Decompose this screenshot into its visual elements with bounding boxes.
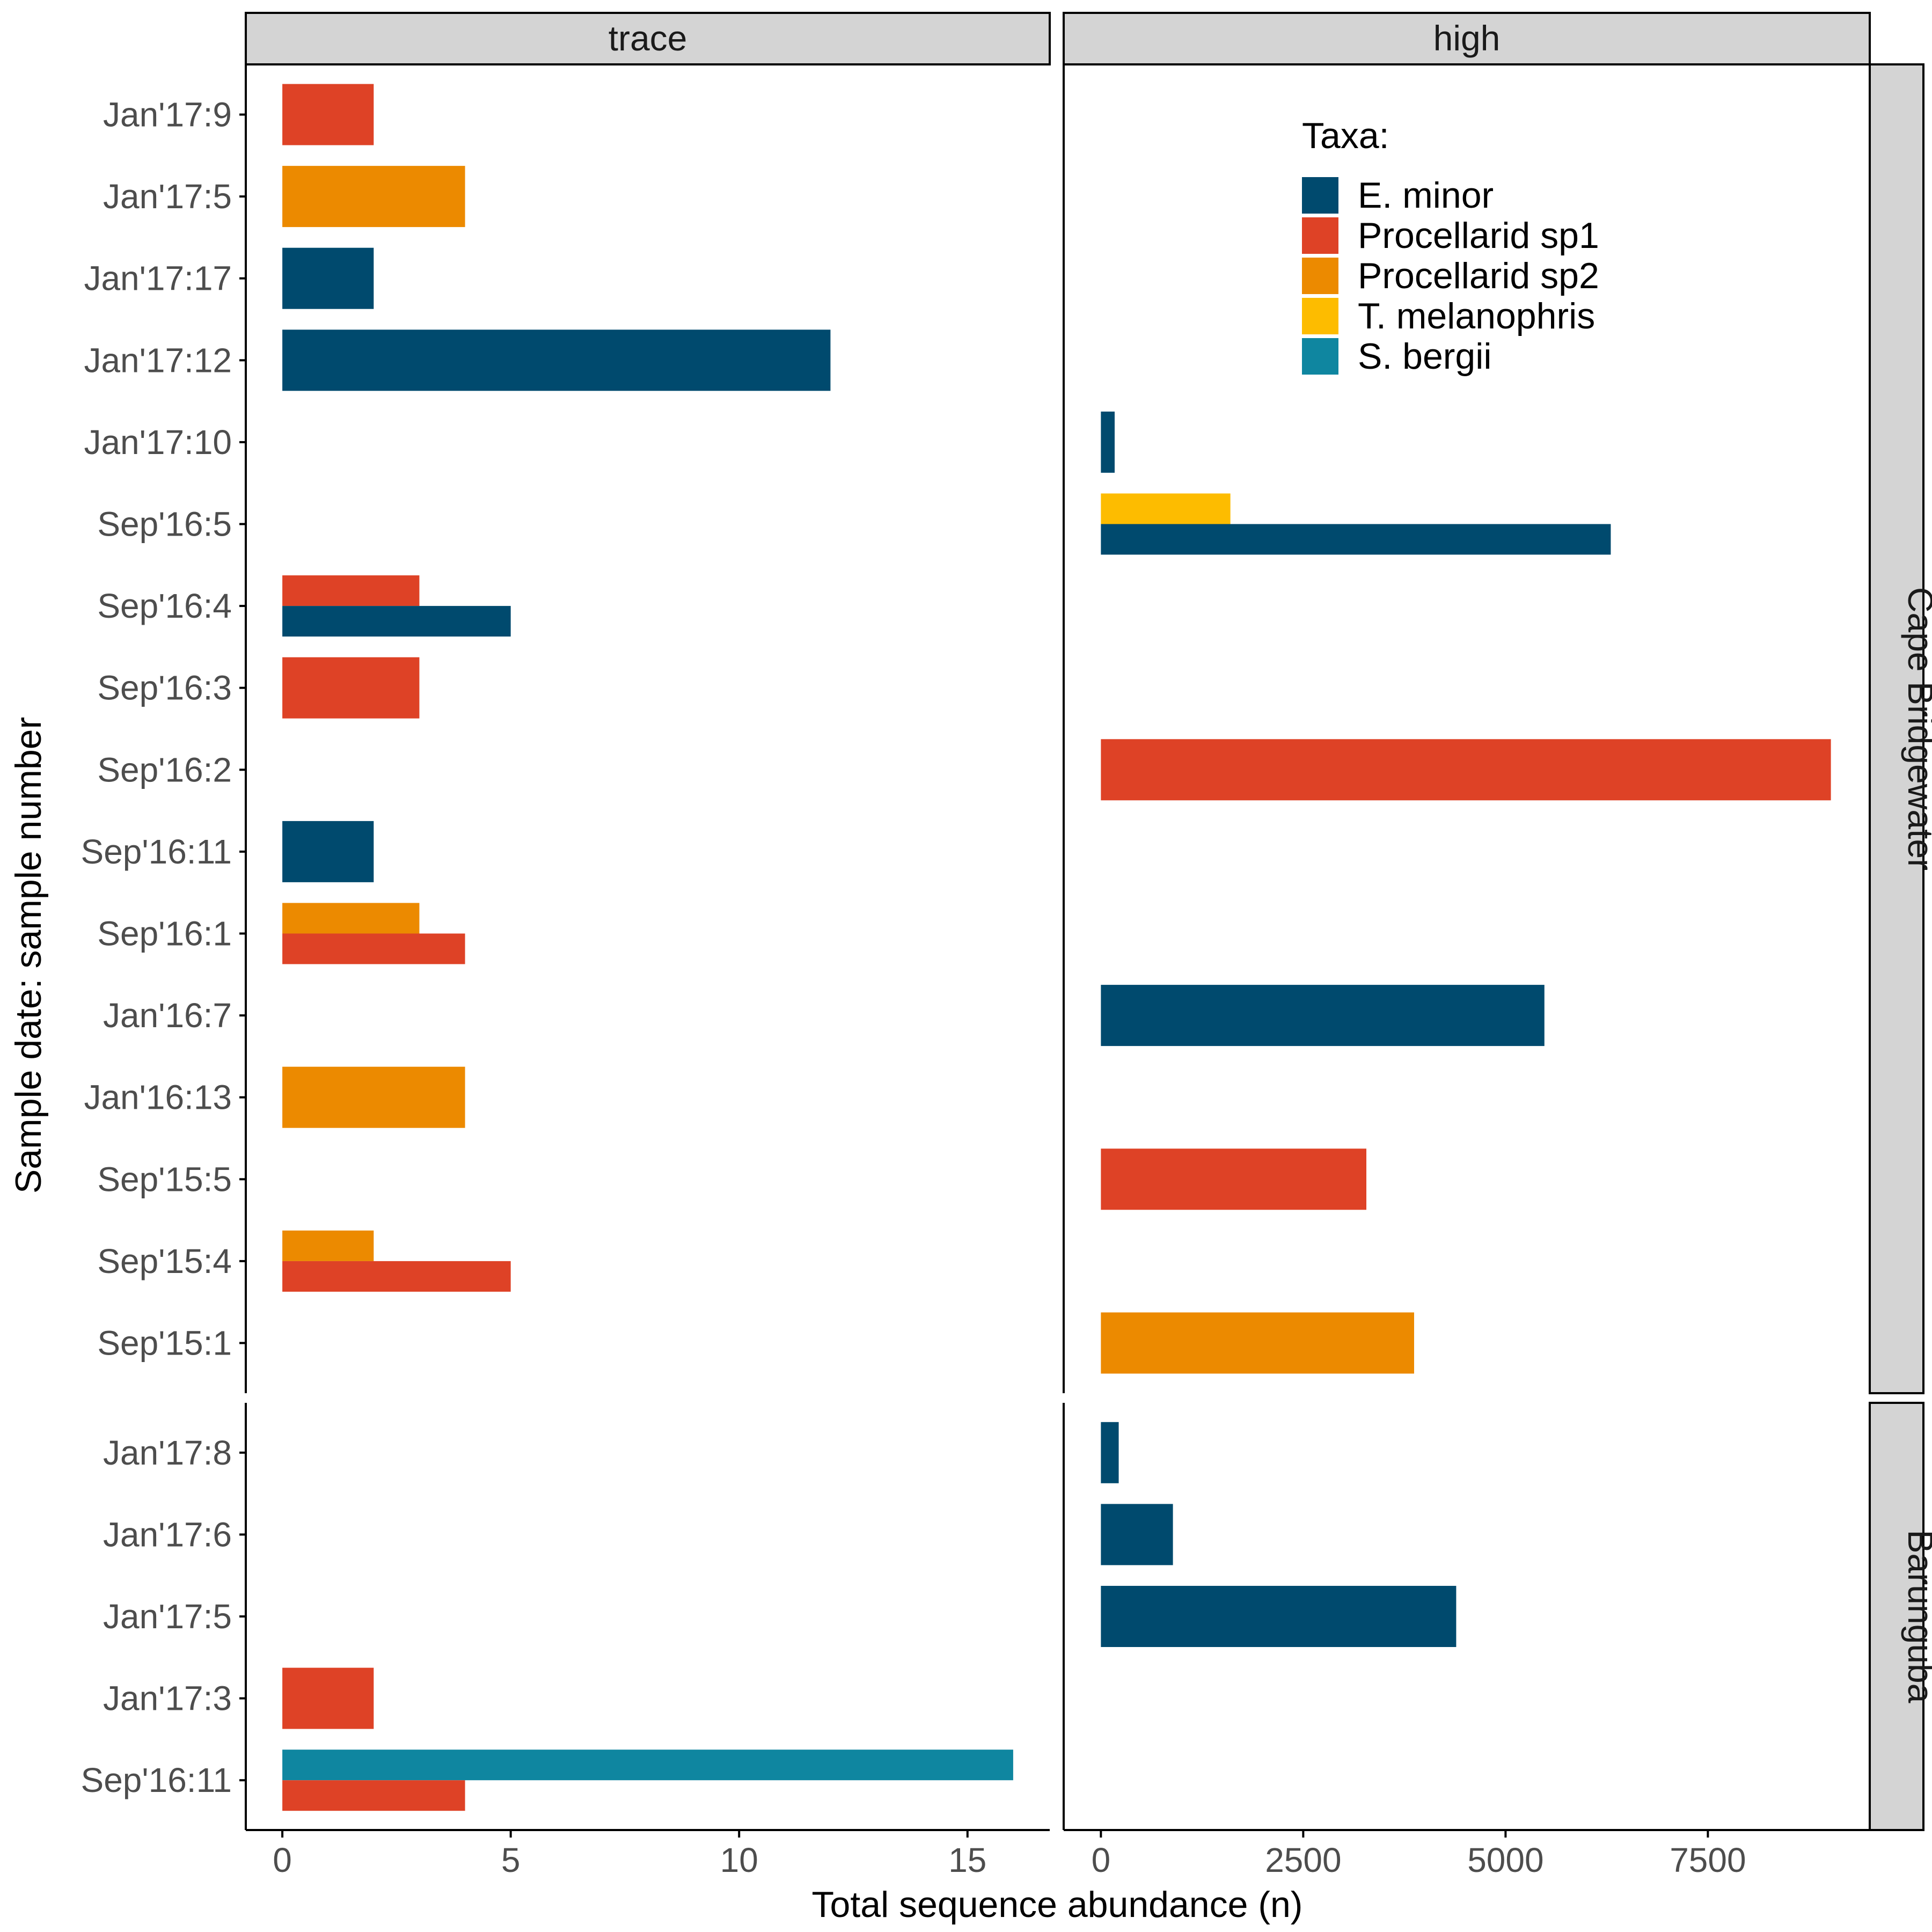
bar-s-bergii (282, 1750, 1013, 1781)
y-tick-label: Sep'15:4 (97, 1242, 232, 1280)
column-strip-trace (245, 12, 1051, 65)
legend-label: E. minor (1358, 175, 1494, 216)
bar-procellarid-sp1 (1101, 739, 1831, 801)
bar-procellarid-sp2 (282, 1066, 465, 1128)
x-tick-label: 2500 (1265, 1841, 1341, 1879)
column-strip-label: high (1433, 18, 1501, 58)
y-tick-label: Jan'16:7 (103, 996, 232, 1035)
legend-label: Procellarid sp1 (1358, 215, 1599, 256)
bar-procellarid-sp1 (282, 1261, 511, 1292)
y-tick-label: Sep'16:11 (81, 832, 232, 871)
bar-procellarid-sp2 (282, 903, 420, 934)
bar-e-minor (1101, 1504, 1173, 1565)
facet-panels: trace high Cape Bridgewater Barunguba Jan'17… (81, 12, 1932, 1879)
bar-t-melanophris (1101, 493, 1231, 524)
panel-high-cape-bridgewater (1063, 64, 1831, 1393)
column-strip-high (1063, 12, 1871, 65)
panel-trace-cape-bridgewater (245, 64, 831, 1393)
column-strip-label: trace (609, 18, 687, 58)
y-tick-label: Jan'17:8 (103, 1433, 232, 1472)
bar-procellarid-sp2 (1101, 1312, 1414, 1374)
row-strip-label: Barunguba (1901, 1530, 1932, 1703)
y-tick-label: Jan'17:10 (84, 423, 232, 462)
y-tick-label: Jan'17:3 (103, 1679, 232, 1718)
x-tick-label: 0 (1092, 1841, 1111, 1879)
y-tick-label: Jan'17:5 (103, 1597, 232, 1636)
y-tick-label: Jan'17:6 (103, 1515, 232, 1554)
panel-high-barunguba: 0 2500 5000 7500 (1063, 1403, 1870, 1879)
y-tick-label: Sep'16:4 (97, 587, 232, 625)
x-tick-label: 15 (948, 1841, 986, 1879)
y-axis-title: Sample date: sample number (8, 717, 49, 1194)
bar-e-minor (282, 330, 831, 391)
bar-e-minor (1101, 1586, 1457, 1647)
legend-label: Procellarid sp2 (1358, 255, 1599, 296)
y-tick-label: Sep'15:1 (97, 1324, 232, 1363)
bar-procellarid-sp1 (282, 1780, 465, 1811)
legend-key-t-melanophris (1302, 298, 1338, 334)
legend-label: T. melanophris (1358, 296, 1595, 336)
y-tick-label: Jan'17:12 (84, 341, 232, 379)
bar-procellarid-sp1 (282, 84, 374, 145)
x-axis-title: Total sequence abundance (n) (812, 1884, 1303, 1925)
legend-key-procellarid-sp2 (1302, 258, 1338, 294)
x-tick-label: 0 (273, 1841, 292, 1879)
bar-e-minor (1101, 1422, 1119, 1483)
row-strip-label: Cape Bridgewater (1901, 587, 1932, 870)
y-tick-label: Sep'16:5 (97, 505, 232, 544)
bar-procellarid-sp2 (282, 166, 465, 228)
y-tick-label: Sep'15:5 (97, 1160, 232, 1198)
row-strip-barunguba (1869, 1402, 1924, 1831)
bar-procellarid-sp1 (282, 575, 420, 606)
x-tick-label: 7500 (1670, 1841, 1746, 1879)
y-tick-label: Sep'16:1 (97, 914, 232, 953)
y-tick-label: Sep'16:2 (97, 750, 232, 789)
y-tick-label: Jan'16:13 (84, 1078, 232, 1117)
bar-procellarid-sp1 (282, 933, 465, 964)
y-tick-label: Jan'17:17 (84, 259, 232, 298)
legend-key-s-bergii (1302, 338, 1338, 375)
y-tick-label: Sep'16:11 (81, 1761, 232, 1799)
x-tick-label: 5000 (1467, 1841, 1543, 1879)
bar-procellarid-sp1 (282, 657, 420, 719)
bar-e-minor (1101, 411, 1115, 473)
bar-e-minor (282, 821, 374, 882)
row-strip-cape-bridgewater (1869, 63, 1924, 1394)
y-tick-label: Sep'16:3 (97, 669, 232, 707)
legend-title: Taxa: (1302, 115, 1389, 156)
legend-key-procellarid-sp1 (1302, 217, 1338, 254)
bar-e-minor (1101, 985, 1545, 1046)
bar-procellarid-sp2 (282, 1230, 374, 1261)
bar-e-minor (1101, 524, 1611, 555)
bar-procellarid-sp1 (282, 1667, 374, 1729)
panel-trace-barunguba: 0 5 10 15 (245, 1403, 1050, 1879)
legend-label: S. bergii (1358, 336, 1491, 377)
legend-key-e-minor (1302, 177, 1338, 214)
x-tick-label: 5 (501, 1841, 521, 1879)
bar-e-minor (282, 606, 511, 637)
y-tick-label: Jan'17:9 (103, 96, 232, 134)
bar-e-minor (282, 247, 374, 309)
y-tick-label: Jan'17:5 (103, 177, 232, 216)
x-tick-label: 10 (720, 1841, 758, 1879)
bar-procellarid-sp1 (1101, 1148, 1367, 1210)
